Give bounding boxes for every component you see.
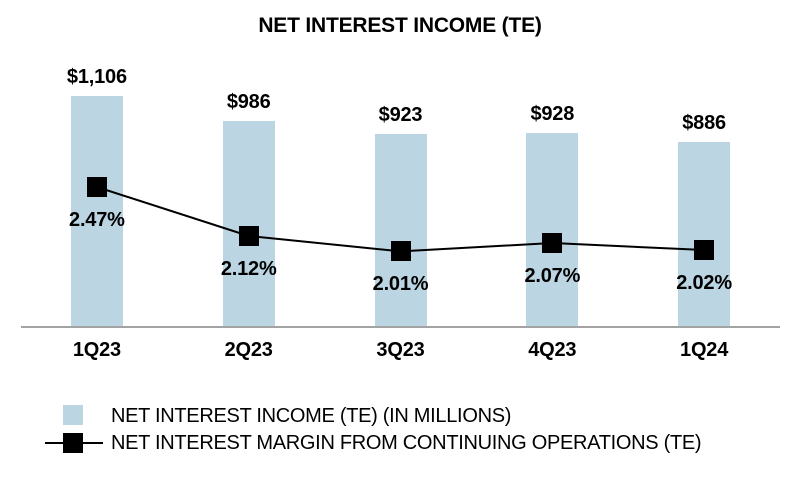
x-axis-line — [21, 326, 780, 328]
x-axis-label: 1Q24 — [680, 339, 729, 361]
line-marker — [390, 241, 411, 262]
line-value-label: 2.47% — [69, 209, 125, 231]
bar — [678, 141, 731, 327]
chart-title: NET INTEREST INCOME (TE) — [258, 14, 542, 37]
line-marker — [542, 233, 563, 253]
square-marker-icon — [63, 433, 83, 453]
bar — [374, 134, 427, 327]
line-marker — [238, 226, 259, 246]
legend-label-net-interest-margin: NET INTEREST MARGIN FROM CONTINUING OPER… — [111, 432, 702, 454]
line-value-label: 2.12% — [220, 258, 277, 280]
x-axis-label: 3Q23 — [376, 339, 425, 361]
x-axis-label: 2Q23 — [224, 339, 273, 361]
bar-value-label: $928 — [530, 103, 575, 126]
x-axis-label: 4Q23 — [528, 339, 577, 361]
line-value-label: 2.02% — [676, 272, 732, 294]
bar — [526, 133, 579, 327]
bar-value-label: $1,106 — [66, 66, 127, 88]
line-value-label: 2.07% — [524, 265, 581, 287]
line-marker — [694, 240, 715, 260]
line-series-marker-icon — [45, 433, 103, 453]
legend-label-net-interest-income: NET INTEREST INCOME (TE) (IN MILLIONS) — [111, 405, 512, 427]
bar-value-label: $923 — [378, 104, 423, 127]
bar — [222, 121, 275, 327]
x-axis-label: 1Q23 — [72, 339, 121, 361]
bar-value-label: $986 — [226, 91, 271, 114]
line-value-label: 2.01% — [372, 273, 429, 296]
bar-value-label: $886 — [682, 111, 726, 134]
line-marker — [86, 177, 107, 197]
bar-series-swatch-icon — [63, 405, 83, 425]
